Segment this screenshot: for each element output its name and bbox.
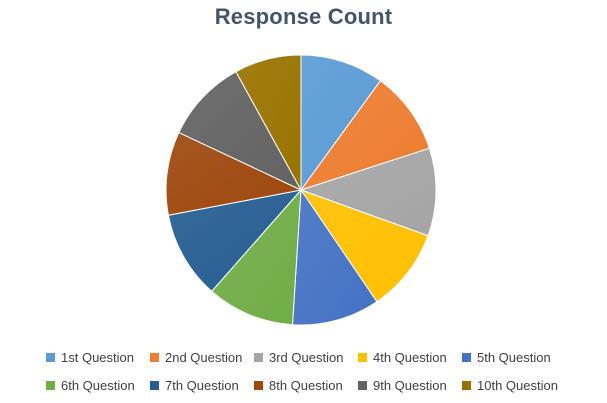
legend-swatch <box>46 380 55 390</box>
chart-title: Response Count <box>214 4 393 29</box>
legend-label: 6th Question <box>61 377 135 393</box>
pie-slice-3 <box>299 147 437 237</box>
pie-slice-10 <box>235 54 302 191</box>
pie-slice-5 <box>291 188 378 326</box>
legend-swatch <box>358 380 367 390</box>
legend-label: 4th Question <box>373 349 447 365</box>
legend-label: 2nd Question <box>165 349 243 365</box>
legend-item: 8th Question <box>254 376 343 394</box>
legend-label: 10th Question <box>477 377 558 393</box>
legend-item: 6th Question <box>46 376 135 394</box>
pie-slice-7 <box>167 189 303 292</box>
legend-label: 3rd Question <box>269 349 344 365</box>
legend-label: 9th Question <box>373 377 447 393</box>
legend-swatch <box>358 352 367 362</box>
legend-item: 4th Question <box>358 348 447 366</box>
legend-item: 9th Question <box>358 376 447 394</box>
pie-slice-9 <box>178 71 303 192</box>
pie-slice-4 <box>299 189 429 303</box>
legend-label: 1st Question <box>61 349 134 365</box>
legend-swatch <box>254 380 263 390</box>
pie-slice-6 <box>211 188 302 326</box>
legend-label: 7th Question <box>165 377 239 393</box>
legend-swatch <box>254 352 263 362</box>
pie-slice-8 <box>165 131 303 216</box>
pie-slice-1 <box>300 54 382 192</box>
legend-swatch <box>462 352 471 362</box>
legend-item: 1st Question <box>46 348 134 366</box>
pie-slice-2 <box>299 80 431 191</box>
legend-item: 7th Question <box>150 376 239 394</box>
legend-item: 2nd Question <box>150 348 242 366</box>
legend-label: 5th Question <box>477 349 551 365</box>
legend-swatch <box>462 380 471 390</box>
legend-swatch <box>150 380 159 390</box>
legend-swatch <box>46 352 55 362</box>
legend-swatch <box>150 352 159 362</box>
legend-item: 3rd Question <box>254 348 343 366</box>
legend-item: 10th Question <box>462 376 558 394</box>
legend-item: 5th Question <box>462 348 551 366</box>
legend-label: 8th Question <box>269 377 343 393</box>
